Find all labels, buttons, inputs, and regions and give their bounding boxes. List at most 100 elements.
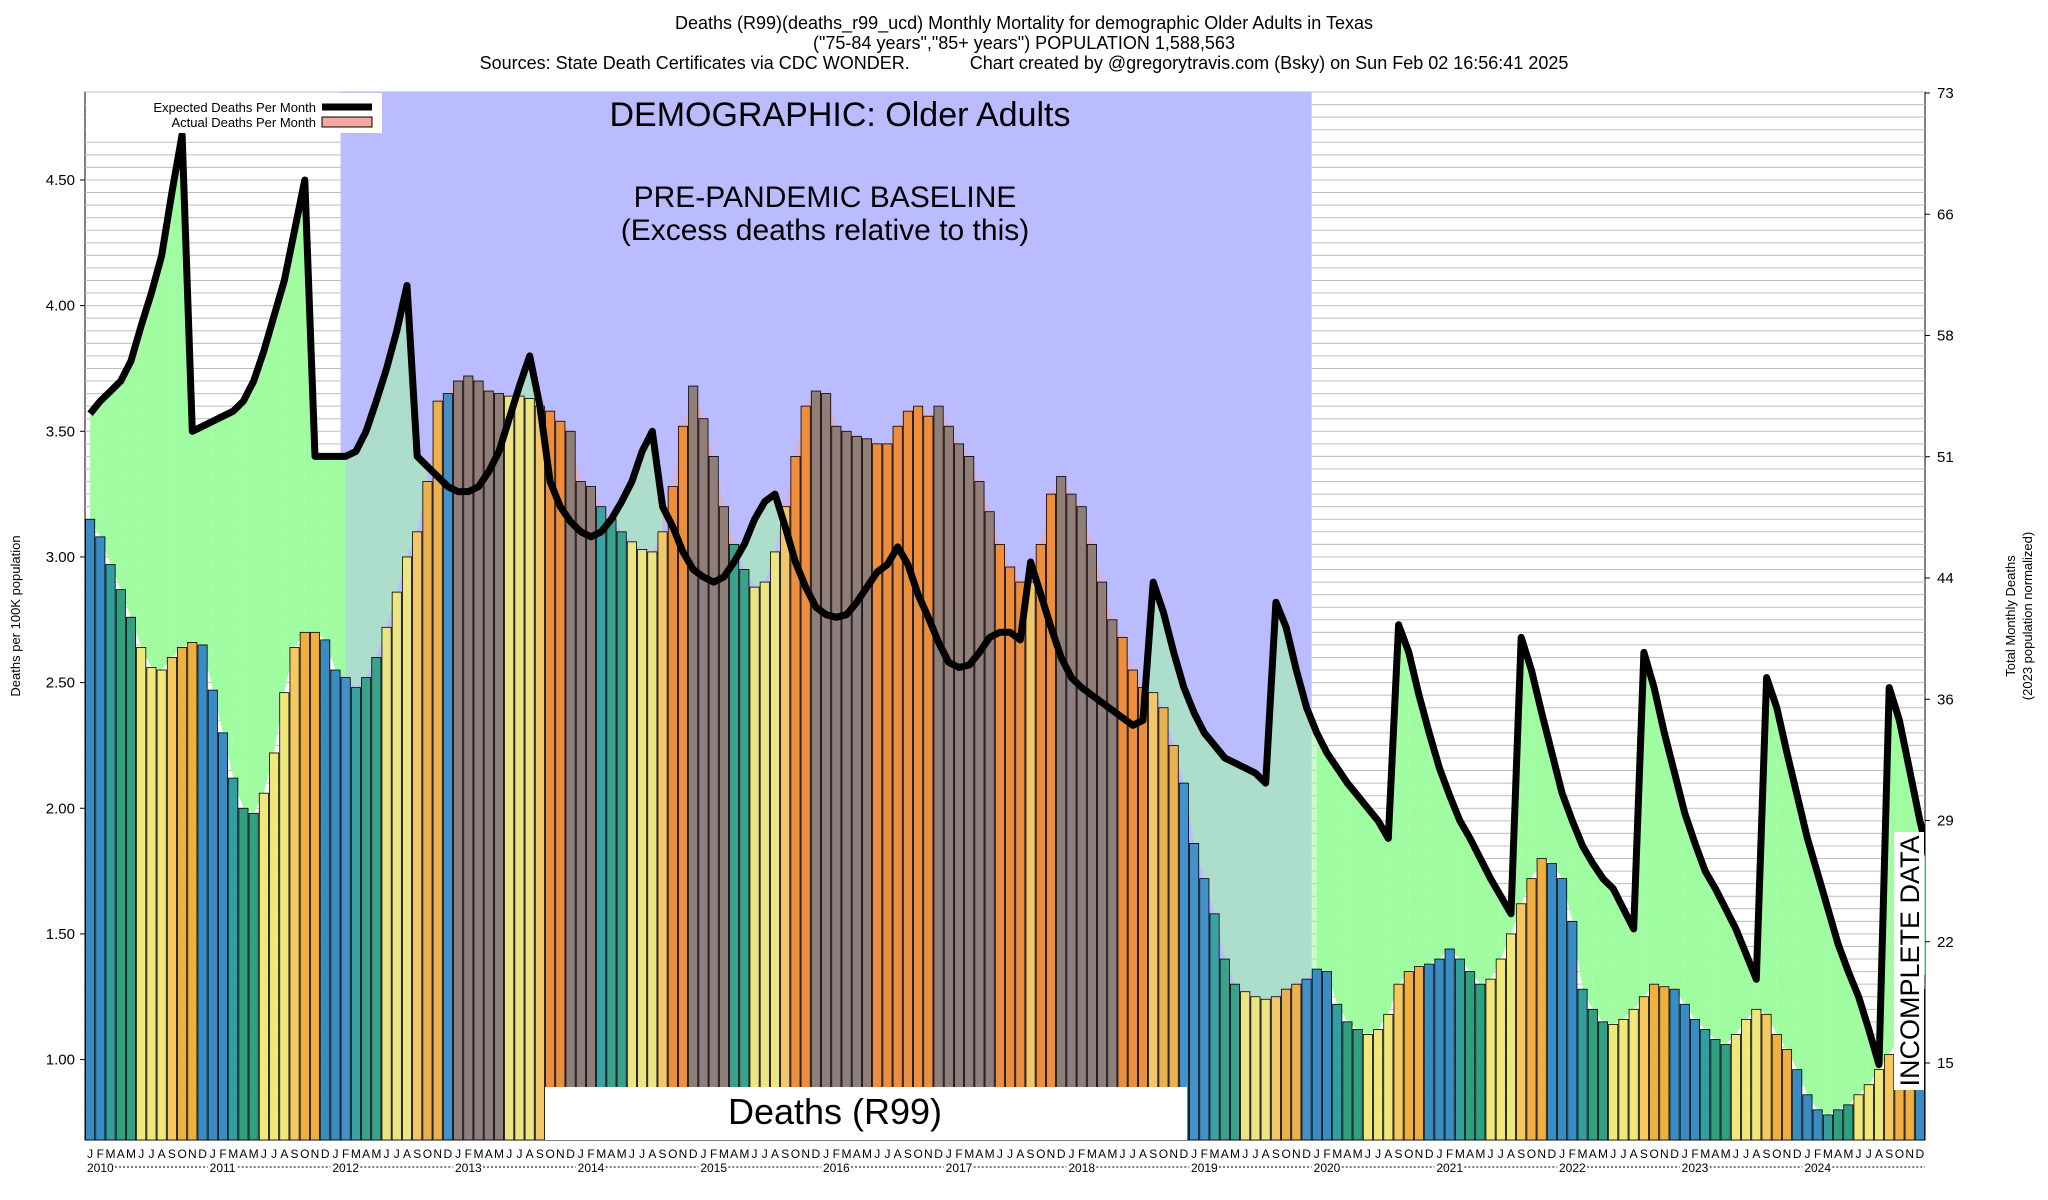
area-segment (263, 315, 275, 794)
x-month-label: O (1036, 1147, 1045, 1161)
actual-deaths-bar (1260, 998, 1271, 1140)
x-year-label: 2018 (1068, 1161, 1095, 1175)
demographic-title: DEMOGRAPHIC: Older Adults (609, 96, 1070, 134)
actual-deaths-bar (1710, 1039, 1721, 1140)
y2-tick-label: 66 (1937, 206, 1954, 223)
area-segment (110, 381, 121, 590)
x-month-label: J (394, 1147, 400, 1161)
actual-deaths-bar (483, 390, 494, 1140)
x-month-label: S (781, 1147, 789, 1161)
actual-deaths-bar (514, 395, 525, 1140)
actual-deaths-bar (1628, 1008, 1639, 1140)
x-month-label: O (545, 1147, 554, 1161)
actual-deaths-bar (626, 541, 637, 1140)
actual-deaths-bar (1270, 996, 1281, 1140)
y2-tick-label: 73 (1937, 85, 1954, 102)
area-segment (335, 456, 346, 678)
actual-deaths-bar (1362, 1034, 1373, 1140)
actual-deaths-bar (1127, 669, 1138, 1140)
actual-deaths-bar (1863, 1084, 1874, 1140)
actual-deaths-bar (994, 543, 1005, 1140)
actual-deaths-bar (422, 481, 433, 1140)
actual-deaths-bar (759, 581, 770, 1140)
x-month-label: O (1649, 1147, 1658, 1161)
y-axis-label: Deaths per 100K population (8, 535, 23, 696)
actual-deaths-bar (1035, 543, 1046, 1140)
y2-tick-label: 29 (1937, 813, 1954, 830)
actual-deaths-bar (933, 405, 944, 1140)
area-segment (1347, 783, 1358, 1030)
x-month-label: M (1353, 1147, 1363, 1161)
expected-deaths-line (87, 131, 1925, 1069)
actual-deaths-bar (1301, 978, 1312, 1140)
x-month-label: D (1916, 1147, 1925, 1161)
x-month-label: F (587, 1147, 594, 1161)
x-month-label: J (1743, 1147, 1749, 1161)
excess-deaths-note: (Excess deaths relative to this) (621, 214, 1030, 247)
x-month-label: A (1343, 1147, 1351, 1161)
actual-deaths-bar (1812, 1109, 1823, 1140)
area-segment (1245, 768, 1256, 997)
actual-deaths-bar (1148, 692, 1159, 1140)
actual-deaths-bar (1107, 619, 1118, 1140)
x-month-label: J (271, 1147, 277, 1161)
pre-pandemic-baseline-label: PRE-PANDEMIC BASELINE (634, 181, 1017, 214)
x-month-label: S (536, 1147, 544, 1161)
actual-deaths-bar (1015, 581, 1026, 1140)
actual-deaths-bar (1833, 1109, 1844, 1140)
area-segment (1981, 243, 1991, 1097)
actual-deaths-bar (708, 456, 719, 1140)
x-month-label: D (566, 1147, 575, 1161)
area-segment (396, 285, 407, 593)
area-segment (1429, 732, 1440, 965)
actual-deaths-bar (330, 669, 341, 1140)
area-segment (1705, 871, 1716, 1040)
area-segment (1459, 820, 1471, 972)
x-month-label: A (280, 1147, 288, 1161)
area-segment (1480, 858, 1491, 985)
area-segment (1592, 863, 1603, 1022)
x-month-label: A (1139, 1147, 1147, 1161)
actual-deaths-bar (1066, 493, 1077, 1140)
actual-deaths-bar (381, 626, 392, 1140)
actual-deaths-bar (1209, 913, 1220, 1140)
area-segment (1951, 713, 1961, 1005)
area-segment (355, 431, 367, 688)
actual-deaths-bar (872, 443, 883, 1140)
x-month-label: M (1578, 1147, 1588, 1161)
x-month-label: M (719, 1147, 729, 1161)
x-month-label: J (639, 1147, 645, 1161)
x-month-label: O (1895, 1147, 1904, 1161)
cause-label: Deaths (R99) (728, 1091, 942, 1132)
actual-deaths-bar (1751, 1008, 1762, 1140)
actual-deaths-bar (1281, 988, 1292, 1140)
x-month-label: F (955, 1147, 962, 1161)
area-segment (1971, 394, 1981, 1065)
area-segment (294, 179, 305, 648)
x-month-label: S (1272, 1147, 1280, 1161)
actual-deaths-bar (504, 395, 515, 1140)
y-tick-label: 3.00 (46, 549, 75, 566)
x-month-label: J (1488, 1147, 1494, 1161)
x-month-label: N (1537, 1147, 1546, 1161)
x-month-label: J (516, 1147, 522, 1161)
x-month-label: A (1630, 1147, 1638, 1161)
x-month-label: N (311, 1147, 320, 1161)
x-month-label: M (1598, 1147, 1608, 1161)
area-segment (1490, 878, 1501, 980)
area-segment (1398, 624, 1409, 985)
x-year-label: 2012 (332, 1161, 359, 1175)
actual-deaths-bar (1761, 1013, 1772, 1140)
x-month-label: A (1834, 1147, 1842, 1161)
x-month-label: A (853, 1147, 861, 1161)
area-segment (1531, 670, 1542, 879)
actual-deaths-bar (1250, 996, 1261, 1140)
x-month-label: A (1262, 1147, 1270, 1161)
actual-deaths-bar (780, 506, 791, 1140)
actual-deaths-bar (1987, 243, 1996, 1140)
x-month-label: D (1670, 1147, 1679, 1161)
x-month-label: J (1068, 1147, 1074, 1161)
x-month-label: O (791, 1147, 800, 1161)
actual-deaths-bar (207, 689, 218, 1140)
